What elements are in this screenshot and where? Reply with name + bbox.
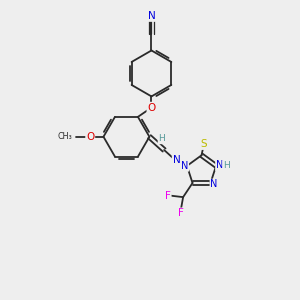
Text: N: N	[216, 160, 223, 170]
Text: H: H	[223, 161, 230, 170]
Text: H: H	[158, 134, 165, 143]
Text: N: N	[210, 179, 218, 190]
Text: CH₃: CH₃	[57, 132, 72, 141]
Text: N: N	[148, 11, 155, 21]
Text: N: N	[181, 161, 188, 171]
Text: F: F	[178, 208, 184, 218]
Text: F: F	[165, 191, 171, 201]
Text: N: N	[172, 155, 180, 165]
Text: O: O	[147, 103, 156, 112]
Text: O: O	[86, 132, 94, 142]
Text: S: S	[201, 139, 207, 149]
